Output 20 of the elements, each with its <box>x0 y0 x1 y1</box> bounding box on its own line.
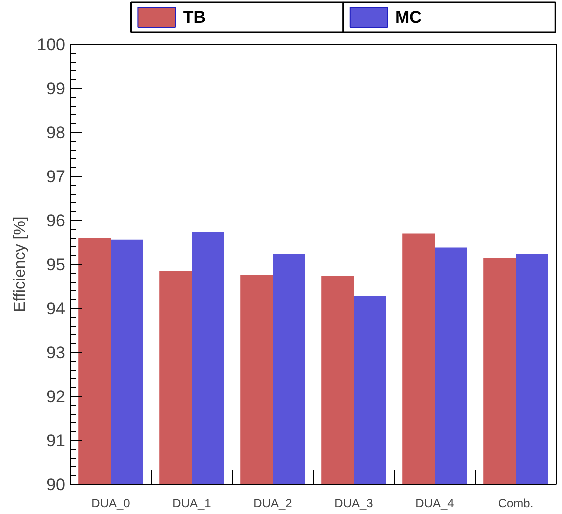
y-tick-label: 97 <box>46 168 66 186</box>
x-tick-label: DUA_3 <box>334 496 374 510</box>
x-tick-label: DUA_2 <box>254 496 293 510</box>
y-tick-label: 95 <box>46 256 66 274</box>
y-tick-label: 94 <box>46 300 66 318</box>
y-tick-label: 96 <box>46 212 66 230</box>
y-tick-label: 93 <box>46 344 66 362</box>
y-tick-label: 90 <box>46 476 66 494</box>
x-tick-label: DUA_0 <box>92 496 131 510</box>
x-tick-label: Comb. <box>498 496 534 510</box>
legend-label: TB <box>183 8 206 27</box>
y-tick-label: 99 <box>46 80 66 98</box>
y-axis-title: Efficiency [%] <box>12 216 30 312</box>
y-tick-label: 91 <box>46 432 66 450</box>
legend-label: MC <box>396 8 422 27</box>
x-tick-label: DUA_4 <box>416 496 455 510</box>
x-tick-label: DUA_1 <box>172 496 212 510</box>
y-tick-label: 98 <box>46 124 66 142</box>
y-tick-label: 92 <box>46 388 66 406</box>
y-tick-label: 100 <box>37 36 66 54</box>
